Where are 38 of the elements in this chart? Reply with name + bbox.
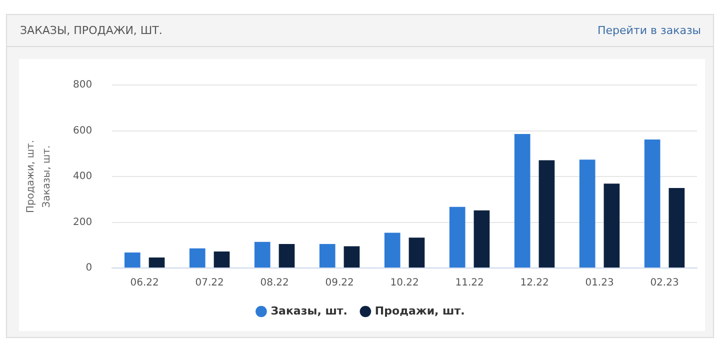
x-tick-label: 12.22 <box>520 278 549 289</box>
y-tick-label: 400 <box>72 171 92 182</box>
bar <box>254 242 270 268</box>
bar <box>384 232 400 268</box>
y-tick-label: 600 <box>72 125 92 136</box>
bar <box>124 252 140 268</box>
legend-label: Заказы, шт. <box>270 304 348 318</box>
y-tick-label: 200 <box>72 216 92 228</box>
x-tick-label: 06.22 <box>130 278 159 289</box>
y-tick-label: 0 <box>86 262 92 274</box>
bar <box>579 160 596 268</box>
y2-axis-title: Продажи, шт. <box>26 140 37 214</box>
x-tick-label: 10.22 <box>390 278 419 289</box>
bar <box>214 252 230 268</box>
bar <box>474 210 490 268</box>
y-axis-title: Заказы, шт. <box>42 145 53 208</box>
bar <box>278 244 295 268</box>
x-tick-label: 11.22 <box>455 278 484 289</box>
bar <box>148 257 165 268</box>
y-tick-label: 800 <box>72 80 92 91</box>
bar <box>604 184 620 268</box>
x-tick-label: 01.23 <box>585 278 614 289</box>
bar <box>449 206 466 268</box>
bar <box>319 244 336 268</box>
bar <box>344 246 360 268</box>
x-tick-label: 02.23 <box>650 278 679 289</box>
x-tick-label: 08.22 <box>260 278 289 289</box>
bar <box>408 238 425 268</box>
legend-label: Продажи, шт. <box>374 304 465 318</box>
bar <box>538 160 555 268</box>
bar <box>514 134 530 268</box>
bar <box>668 188 685 268</box>
bar <box>644 139 660 268</box>
x-tick-label: 07.22 <box>195 278 224 289</box>
x-tick-label: 09.22 <box>325 278 354 289</box>
chart-title: ЗАКАЗЫ, ПРОДАЖИ, ШТ. <box>20 24 162 37</box>
text: Перейти в заказы <box>598 24 701 37</box>
bar <box>189 248 206 268</box>
